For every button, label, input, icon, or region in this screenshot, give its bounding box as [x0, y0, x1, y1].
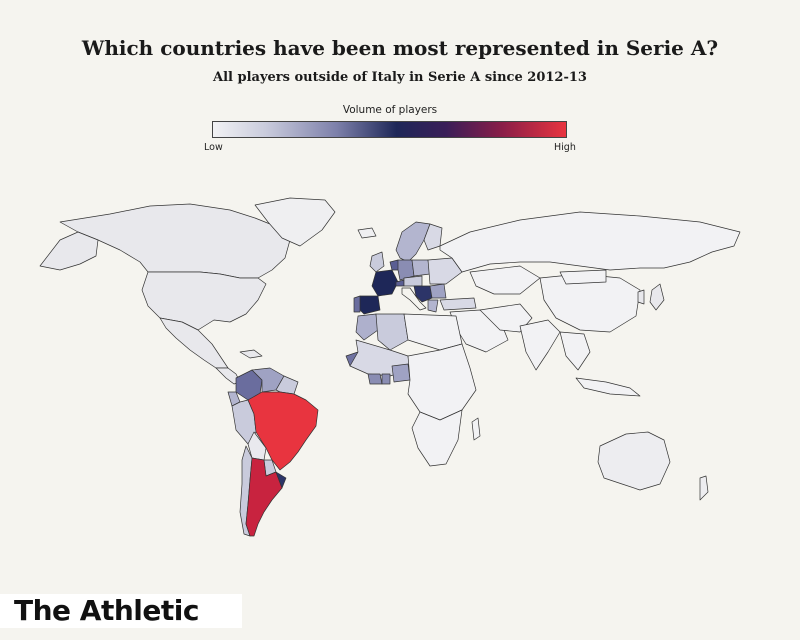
country-portugal [353, 295, 361, 313]
country-india [519, 319, 561, 371]
country-croatia-serbia [413, 285, 433, 303]
country-balkans [429, 283, 447, 299]
legend-low-label: Low [204, 142, 223, 153]
country-greenland [254, 197, 336, 247]
country-madagascar [471, 417, 481, 441]
country-russia [439, 211, 741, 273]
country-austria-czechia [403, 275, 423, 287]
legend-title: Volume of players [342, 104, 438, 116]
southeast-asia [559, 331, 591, 371]
country-united-kingdom [369, 251, 385, 273]
southern-africa [411, 409, 463, 467]
country-brazil [247, 391, 319, 471]
country-kazakhstan [469, 265, 541, 295]
country-nigeria [391, 363, 411, 383]
central-africa [407, 343, 477, 421]
chart-subtitle: All players outside of Italy in Serie A … [213, 70, 587, 85]
country-ukraine-belarus [427, 257, 463, 285]
legend-high-label: High [554, 142, 576, 153]
country-japan [649, 283, 665, 311]
country-italy [401, 287, 427, 311]
country-morocco [355, 313, 379, 341]
country-france [371, 269, 399, 297]
country-australia [597, 431, 671, 491]
indonesia [575, 377, 641, 397]
country-ivory-coast [367, 373, 383, 385]
country-korea [637, 289, 645, 305]
legend-color-bar [212, 121, 567, 138]
country-turkey [439, 297, 477, 311]
country-north-africa [403, 313, 463, 351]
country-greece [427, 299, 439, 313]
country-uruguay [275, 471, 287, 489]
country-iceland [357, 227, 377, 239]
country-mongolia [559, 269, 607, 285]
country-poland [411, 259, 431, 277]
chart-title: Which countries have been most represent… [81, 36, 719, 60]
country-ghana [381, 373, 391, 385]
world-map [39, 197, 741, 537]
country-united-states [141, 271, 267, 331]
country-alaska [39, 231, 99, 271]
caribbean [239, 349, 263, 359]
country-algeria [375, 313, 409, 351]
country-finland [423, 223, 443, 251]
country-argentina [245, 457, 283, 537]
brand-logo: The Athletic [0, 594, 242, 628]
country-new-zealand [699, 475, 709, 501]
